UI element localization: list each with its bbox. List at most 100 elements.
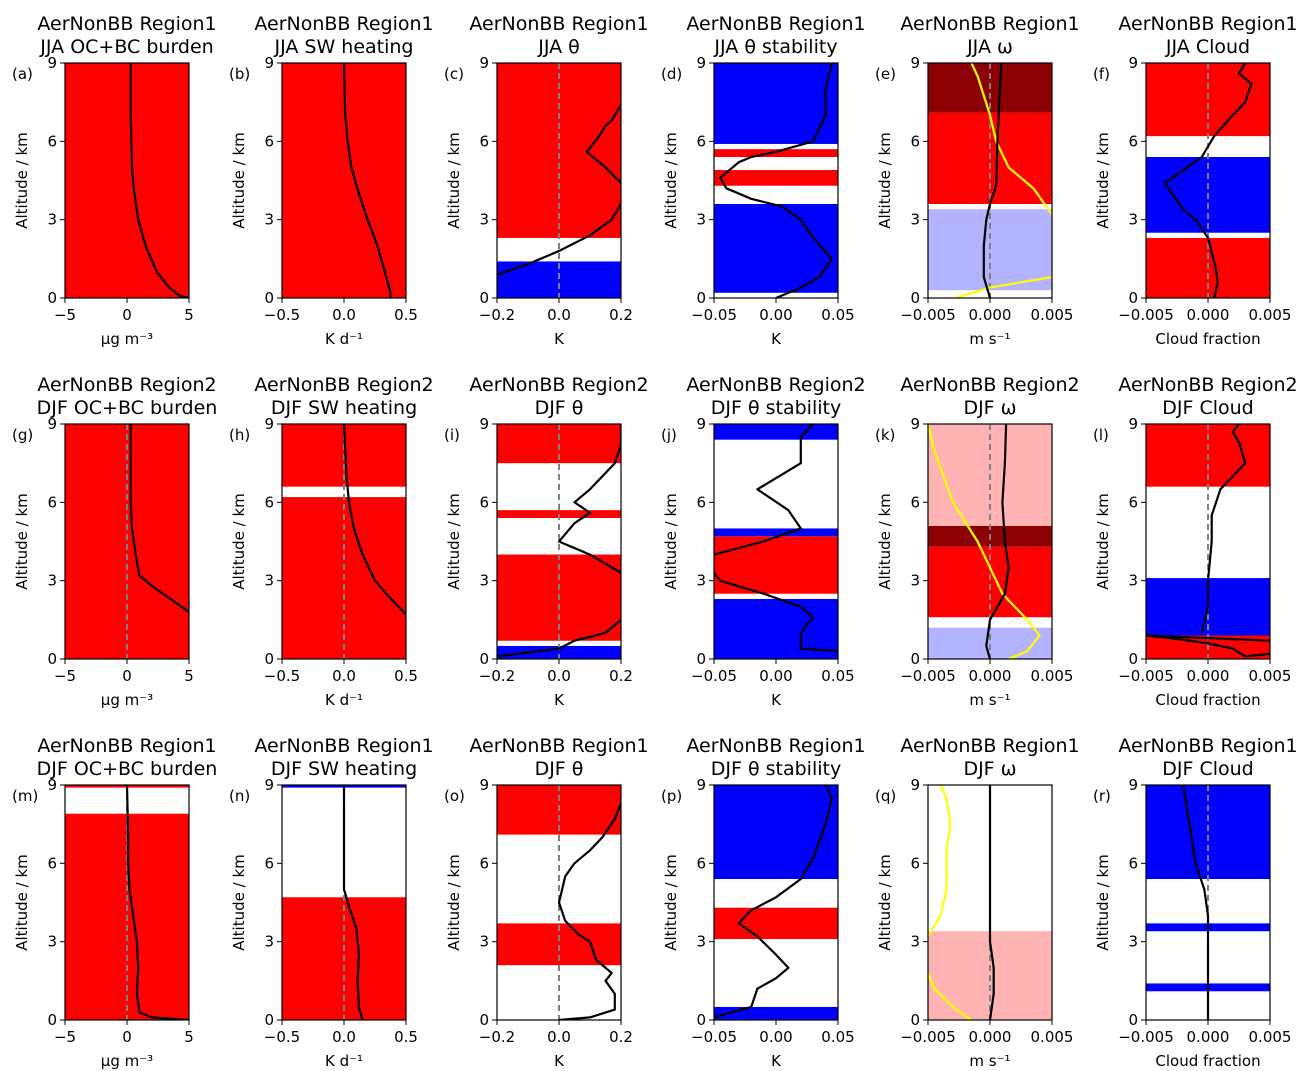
y-tick-label: 0 bbox=[479, 1011, 489, 1029]
profile-line bbox=[714, 424, 814, 556]
x-tick-label: 5 bbox=[184, 306, 194, 324]
y-tick-label: 0 bbox=[47, 650, 57, 668]
x-axis-label: m s⁻¹ bbox=[969, 691, 1010, 709]
profile-line bbox=[129, 424, 189, 613]
y-tick-label: 0 bbox=[264, 650, 274, 668]
panel-letter: (g) bbox=[12, 426, 33, 444]
panel-letter: (l) bbox=[1093, 426, 1109, 444]
y-tick-label: 3 bbox=[479, 211, 489, 229]
x-axis-label: K bbox=[771, 330, 782, 348]
y-tick-label: 3 bbox=[696, 211, 706, 229]
x-axis-label: K bbox=[554, 1052, 565, 1070]
panel-letter: (j) bbox=[661, 426, 677, 444]
y-tick-label: 6 bbox=[910, 493, 920, 511]
y-axis-label: Altitude / km bbox=[13, 854, 31, 951]
x-tick-label: −5 bbox=[54, 1028, 76, 1046]
x-axis-label: µg m⁻³ bbox=[101, 691, 153, 709]
x-tick-label: 0.2 bbox=[609, 1028, 633, 1046]
panel-letter: (d) bbox=[661, 65, 682, 83]
y-tick-label: 6 bbox=[696, 854, 706, 872]
panel-subtitle: DJF θ bbox=[535, 397, 584, 419]
y-tick-label: 0 bbox=[264, 289, 274, 307]
plot-area bbox=[928, 424, 1052, 659]
x-tick-label: 0.2 bbox=[609, 667, 633, 685]
x-tick-label: 0.05 bbox=[821, 306, 854, 324]
panel-title: AerNonBB Region1 bbox=[469, 735, 648, 757]
x-tick-label: 0 bbox=[122, 1028, 132, 1046]
y-tick-label: 6 bbox=[1128, 854, 1138, 872]
plot-area bbox=[282, 63, 406, 298]
panel-letter: (p) bbox=[661, 787, 682, 805]
plot-area bbox=[282, 424, 406, 659]
y-tick-label: 3 bbox=[264, 572, 274, 590]
y-tick-label: 3 bbox=[910, 211, 920, 229]
x-tick-label: 0.0 bbox=[332, 667, 356, 685]
profile-line bbox=[928, 424, 1041, 659]
y-axis-label: Altitude / km bbox=[230, 854, 248, 951]
y-tick-label: 9 bbox=[910, 54, 920, 72]
panel-title: AerNonBB Region1 bbox=[37, 13, 216, 35]
y-tick-label: 3 bbox=[264, 933, 274, 951]
y-tick-label: 9 bbox=[696, 415, 706, 433]
panel-letter: (r) bbox=[1093, 787, 1111, 805]
y-axis-label: Altitude / km bbox=[445, 493, 463, 590]
y-tick-label: 9 bbox=[264, 54, 274, 72]
y-tick-label: 0 bbox=[1128, 650, 1138, 668]
y-axis-label: Altitude / km bbox=[662, 132, 680, 229]
significance-band bbox=[714, 63, 838, 144]
x-tick-label: 0.0 bbox=[547, 306, 571, 324]
x-tick-label: 0.5 bbox=[394, 667, 418, 685]
panel-title: AerNonBB Region1 bbox=[1118, 735, 1297, 757]
x-tick-label: −0.5 bbox=[264, 306, 300, 324]
y-tick-label: 6 bbox=[47, 132, 57, 150]
y-tick-label: 0 bbox=[264, 1011, 274, 1029]
profile-line bbox=[1182, 785, 1210, 1020]
panel-subtitle: DJF OC+BC burden bbox=[37, 397, 218, 419]
x-axis-label: K d⁻¹ bbox=[325, 330, 363, 348]
y-tick-label: 0 bbox=[1128, 1011, 1138, 1029]
panel-title: AerNonBB Region2 bbox=[469, 374, 648, 396]
significance-band bbox=[714, 170, 838, 186]
panel-letter: (n) bbox=[229, 787, 250, 805]
significance-band bbox=[714, 424, 838, 440]
y-tick-label: 3 bbox=[479, 933, 489, 951]
y-axis-label: Altitude / km bbox=[230, 493, 248, 590]
significance-band bbox=[928, 627, 1052, 659]
panel-letter: (a) bbox=[12, 65, 33, 83]
x-tick-label: 0.5 bbox=[394, 1028, 418, 1046]
panel-title: AerNonBB Region1 bbox=[254, 735, 433, 757]
y-tick-label: 9 bbox=[479, 776, 489, 794]
y-tick-label: 6 bbox=[696, 493, 706, 511]
profile-line bbox=[954, 276, 1052, 298]
y-tick-label: 9 bbox=[1128, 415, 1138, 433]
y-axis-label: Altitude / km bbox=[876, 132, 894, 229]
panel-subtitle: JJA Cloud bbox=[1165, 36, 1250, 58]
profile-line bbox=[714, 572, 838, 653]
y-tick-label: 0 bbox=[910, 650, 920, 668]
profile-line bbox=[342, 424, 406, 616]
significance-band bbox=[65, 63, 189, 298]
x-tick-label: −0.05 bbox=[691, 1028, 737, 1046]
x-tick-label: −0.005 bbox=[900, 1028, 956, 1046]
x-tick-label: −0.2 bbox=[479, 306, 515, 324]
y-tick-label: 3 bbox=[696, 572, 706, 590]
y-tick-label: 6 bbox=[264, 493, 274, 511]
profile-line bbox=[1163, 63, 1253, 298]
x-tick-label: 0.005 bbox=[1031, 1028, 1074, 1046]
y-axis-label: Altitude / km bbox=[445, 132, 463, 229]
panel-letter: (q) bbox=[875, 787, 896, 805]
y-tick-label: 9 bbox=[264, 776, 274, 794]
y-tick-label: 9 bbox=[479, 415, 489, 433]
y-tick-label: 9 bbox=[1128, 776, 1138, 794]
plot-area bbox=[65, 424, 189, 659]
significance-band bbox=[714, 907, 838, 940]
x-tick-label: 0.000 bbox=[1187, 306, 1230, 324]
